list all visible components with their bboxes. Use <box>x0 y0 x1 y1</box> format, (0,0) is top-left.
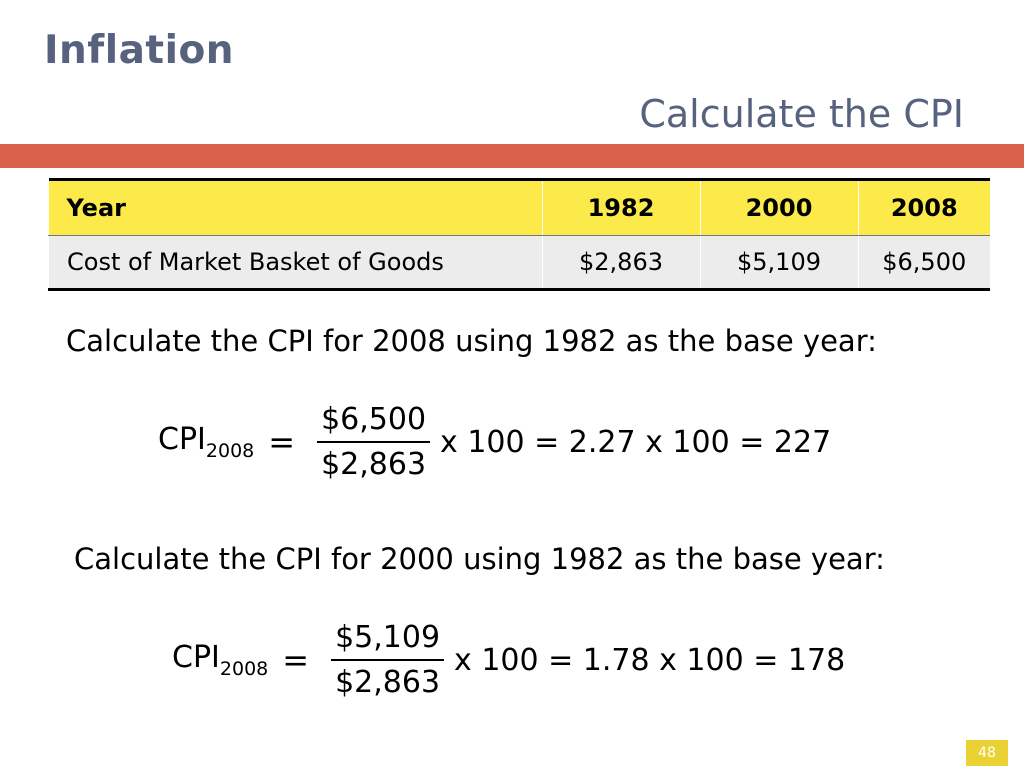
cpi-text: CPI <box>158 422 206 457</box>
cpi-subscript: 2008 <box>219 658 269 680</box>
question-1: Calculate the CPI for 2008 using 1982 as… <box>66 324 877 358</box>
table-row: Cost of Market Basket of Goods $2,863 $5… <box>48 235 990 291</box>
equals-sign: = <box>268 423 296 461</box>
fraction: $6,500 $2,863 <box>317 402 431 482</box>
cost-2000: $5,109 <box>699 235 858 291</box>
question-2: Calculate the CPI for 2000 using 1982 as… <box>74 542 885 576</box>
formula-result: x 100 = 1.78 x 100 = 178 <box>454 642 846 678</box>
table-header-row: Year 1982 2000 2008 <box>48 178 990 236</box>
cost-1982: $2,863 <box>541 235 700 291</box>
cpi-subscript: 2008 <box>205 440 255 462</box>
numerator: $6,500 <box>317 402 431 443</box>
numerator: $5,109 <box>331 620 445 661</box>
denominator: $2,863 <box>321 447 427 482</box>
slide-title: Inflation <box>44 28 234 73</box>
fraction: $5,109 $2,863 <box>331 620 445 700</box>
header-2000: 2000 <box>699 178 858 236</box>
formula-1: CPI2008 = $6,500 $2,863 x 100 = 2.27 x 1… <box>158 402 831 482</box>
formula-result: x 100 = 2.27 x 100 = 227 <box>440 424 832 460</box>
cost-table: Year 1982 2000 2008 Cost of Market Baske… <box>48 178 990 291</box>
cpi-label: CPI2008 <box>172 640 268 680</box>
denominator: $2,863 <box>335 665 441 700</box>
equals-sign: = <box>282 641 310 679</box>
cpi-label: CPI2008 <box>158 422 254 462</box>
header-year: Year <box>48 178 542 236</box>
header-2008: 2008 <box>857 178 990 236</box>
slide-subtitle: Calculate the CPI <box>639 92 964 136</box>
header-1982: 1982 <box>541 178 700 236</box>
formula-2: CPI2008 = $5,109 $2,863 x 100 = 1.78 x 1… <box>172 620 845 700</box>
cost-2008: $6,500 <box>857 235 990 291</box>
cpi-text: CPI <box>172 640 220 675</box>
page-number: 48 <box>966 740 1008 766</box>
accent-bar <box>0 144 1024 168</box>
row-label: Cost of Market Basket of Goods <box>48 235 542 291</box>
